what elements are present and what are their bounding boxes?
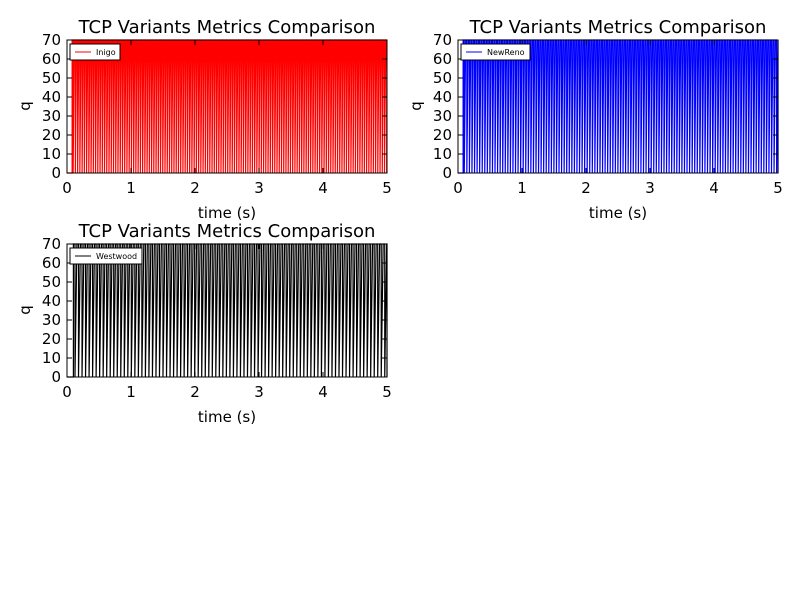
y-tick-label: 0	[442, 164, 452, 182]
legend: Inigo	[69, 43, 121, 61]
y-tick-label: 10	[42, 349, 61, 367]
y-tick-label: 50	[42, 69, 61, 87]
y-axis-label: q	[16, 101, 34, 111]
y-tick-label: 0	[51, 368, 61, 386]
y-tick-label: 10	[433, 145, 452, 163]
legend-box	[69, 247, 143, 265]
plot-frame	[66, 39, 388, 174]
y-axis-label: q	[16, 305, 34, 315]
x-tick-label: 5	[382, 383, 392, 401]
y-tick-label: 40	[42, 88, 61, 106]
y-tick-label: 30	[42, 311, 61, 329]
x-tick-label: 3	[645, 179, 655, 197]
y-tick-label: 0	[51, 164, 61, 182]
x-axis-label: time (s)	[589, 204, 647, 222]
x-axis-label: time (s)	[198, 408, 256, 426]
y-tick-label: 70	[42, 31, 61, 49]
y-tick-label: 60	[433, 50, 452, 68]
legend: NewReno	[460, 43, 531, 61]
y-tick-label: 50	[42, 273, 61, 291]
y-tick-label: 10	[42, 145, 61, 163]
legend-label: Westwood	[96, 252, 137, 261]
plot-frame	[66, 243, 388, 378]
y-tick-label: 60	[42, 254, 61, 272]
legend: Westwood	[69, 247, 143, 265]
y-tick-label: 70	[42, 235, 61, 253]
x-tick-label: 0	[62, 179, 72, 197]
chart-title: TCP Variants Metrics Comparison	[78, 17, 376, 38]
x-tick-label: 0	[453, 179, 463, 197]
legend-label: NewReno	[487, 48, 525, 57]
x-tick-label: 4	[318, 179, 328, 197]
x-tick-label: 5	[382, 179, 392, 197]
y-tick-label: 30	[42, 107, 61, 125]
x-tick-label: 2	[581, 179, 591, 197]
x-tick-label: 1	[126, 179, 136, 197]
chart-title: TCP Variants Metrics Comparison	[469, 17, 767, 38]
legend-box	[69, 43, 121, 61]
x-tick-label: 1	[517, 179, 527, 197]
x-tick-label: 1	[126, 383, 136, 401]
chart-title: TCP Variants Metrics Comparison	[78, 221, 376, 242]
y-tick-label: 20	[42, 126, 61, 144]
x-tick-label: 3	[254, 383, 264, 401]
x-tick-label: 2	[190, 383, 200, 401]
x-tick-label: 2	[190, 179, 200, 197]
series-layer	[67, 243, 388, 378]
x-tick-label: 3	[254, 179, 264, 197]
x-tick-label: 0	[62, 383, 72, 401]
x-axis-label: time (s)	[198, 204, 256, 222]
y-tick-label: 20	[433, 126, 452, 144]
y-tick-label: 50	[433, 69, 452, 87]
x-tick-label: 5	[773, 179, 783, 197]
x-tick-label: 4	[318, 383, 328, 401]
y-axis-label: q	[407, 101, 425, 111]
legend-label: Inigo	[96, 48, 116, 57]
y-tick-label: 70	[433, 31, 452, 49]
y-tick-label: 60	[42, 50, 61, 68]
y-tick-label: 30	[433, 107, 452, 125]
x-tick-label: 4	[709, 179, 719, 197]
y-tick-label: 40	[433, 88, 452, 106]
y-tick-label: 40	[42, 292, 61, 310]
series-line-0	[67, 243, 388, 378]
y-tick-label: 20	[42, 330, 61, 348]
plot-frame	[457, 39, 779, 174]
legend-box	[460, 43, 531, 61]
